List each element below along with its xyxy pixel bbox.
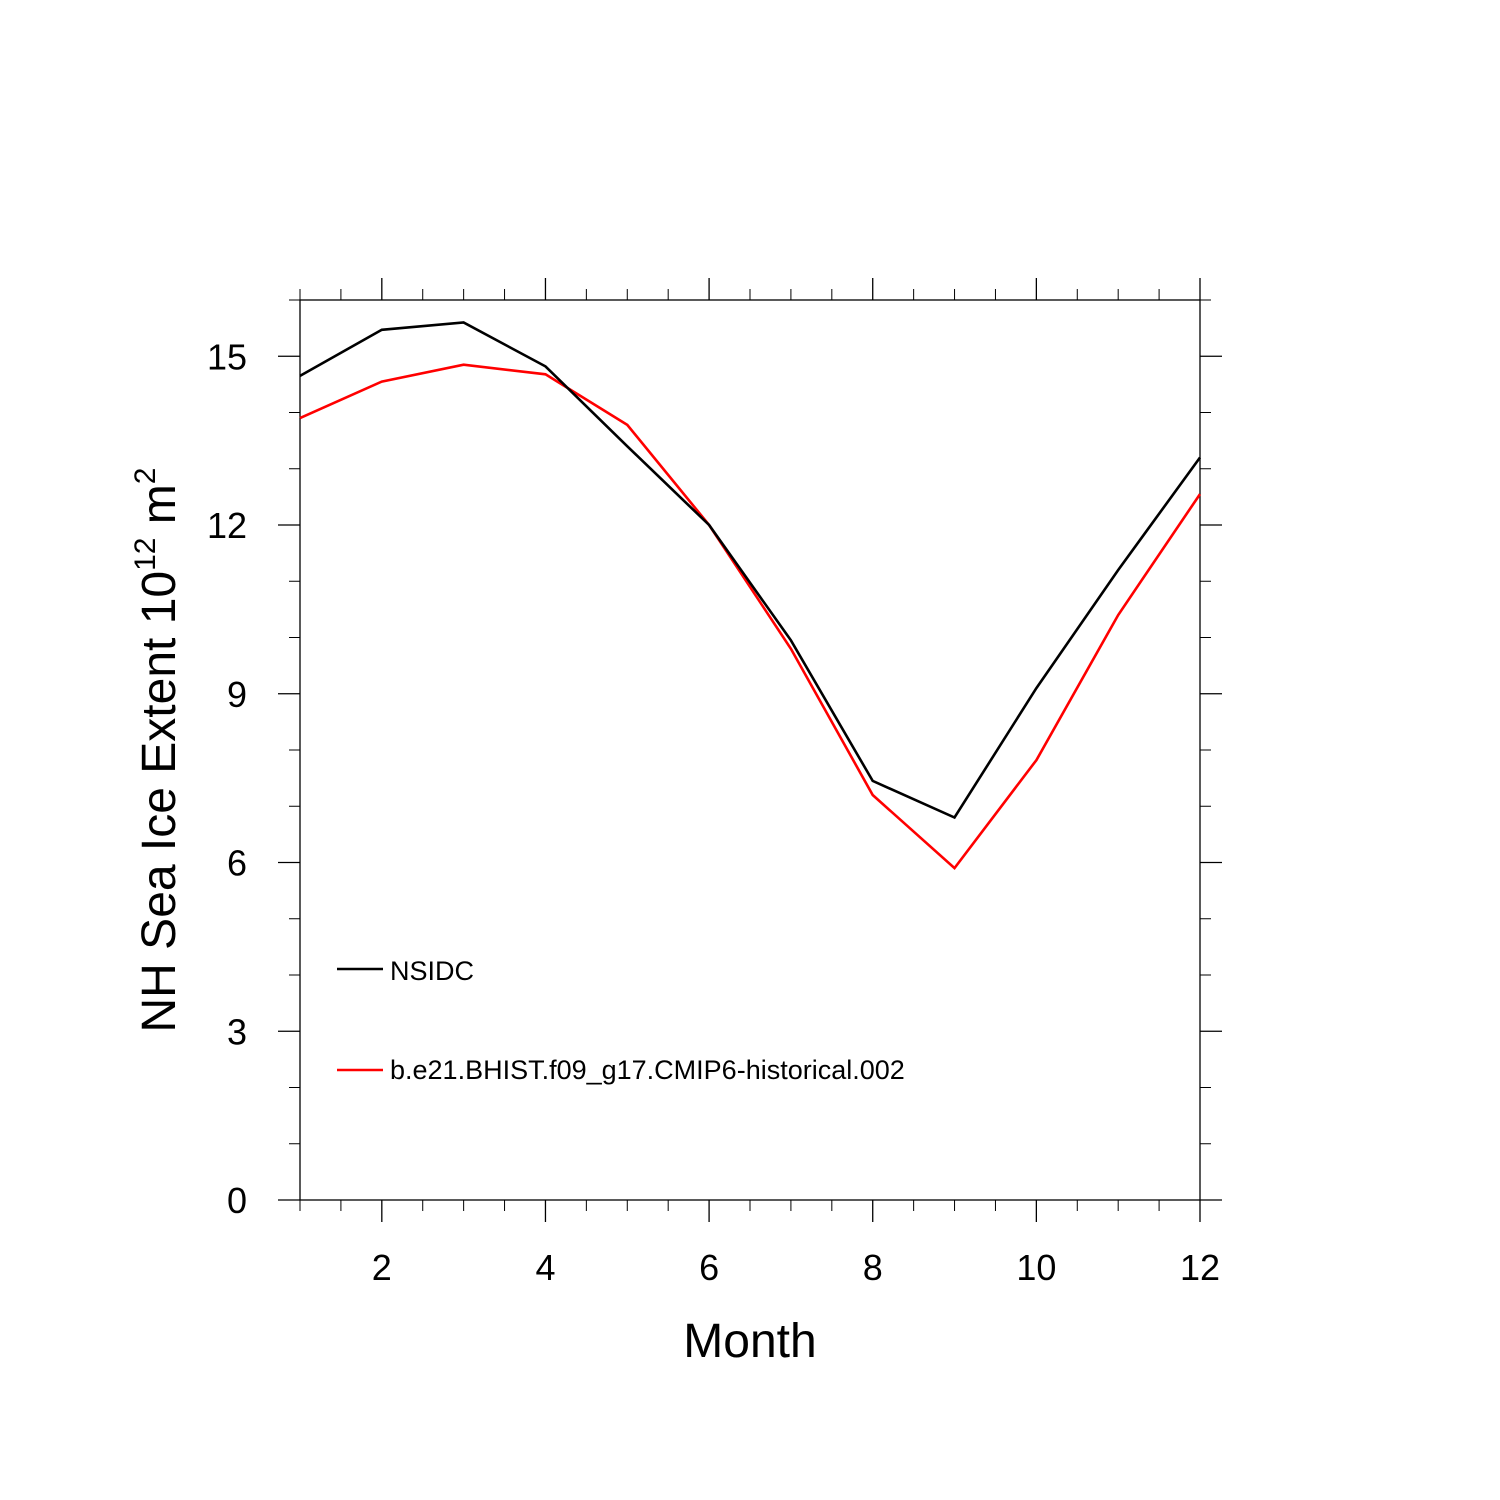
y-axis-title: NH Sea Ice Extent 1012 m2 (129, 468, 186, 1033)
major-ticks (278, 278, 1222, 1222)
x-tick-labels: 2 4 6 8 10 12 (372, 1247, 1220, 1288)
series-lines (299, 321, 1202, 871)
y-tick-labels: 0 3 6 9 12 15 (207, 336, 247, 1221)
y-tick-label: 9 (227, 674, 247, 715)
series-line-cmip6 (299, 363, 1202, 871)
x-tick-label: 6 (699, 1247, 719, 1288)
x-tick-label: 8 (863, 1247, 883, 1288)
y-tick-label: 3 (227, 1011, 247, 1052)
x-tick-label: 10 (1016, 1247, 1056, 1288)
y-tick-label: 6 (227, 843, 247, 884)
legend: NSIDC b.e21.BHIST.f09_g17.CMIP6-historic… (337, 956, 905, 1085)
x-tick-label: 12 (1180, 1247, 1220, 1288)
y-tick-label: 0 (227, 1180, 247, 1221)
legend-label-nsidc: NSIDC (390, 956, 474, 986)
x-axis-title: Month (683, 1315, 816, 1368)
y-axis-title-text: NH Sea Ice Extent 10 (133, 571, 186, 1033)
minor-ticks (289, 289, 1211, 1211)
x-tick-label: 2 (372, 1247, 392, 1288)
y-axis-title-unit-exponent: 2 (129, 468, 162, 485)
series-line-nsidc (299, 321, 1202, 820)
y-tick-label: 15 (207, 336, 247, 377)
y-axis-title-unit: m (133, 484, 186, 537)
legend-label-cmip6: b.e21.BHIST.f09_g17.CMIP6-historical.002 (390, 1055, 905, 1085)
y-tick-label: 12 (207, 505, 247, 546)
x-tick-label: 4 (535, 1247, 555, 1288)
y-axis-title-exponent: 12 (129, 538, 162, 571)
